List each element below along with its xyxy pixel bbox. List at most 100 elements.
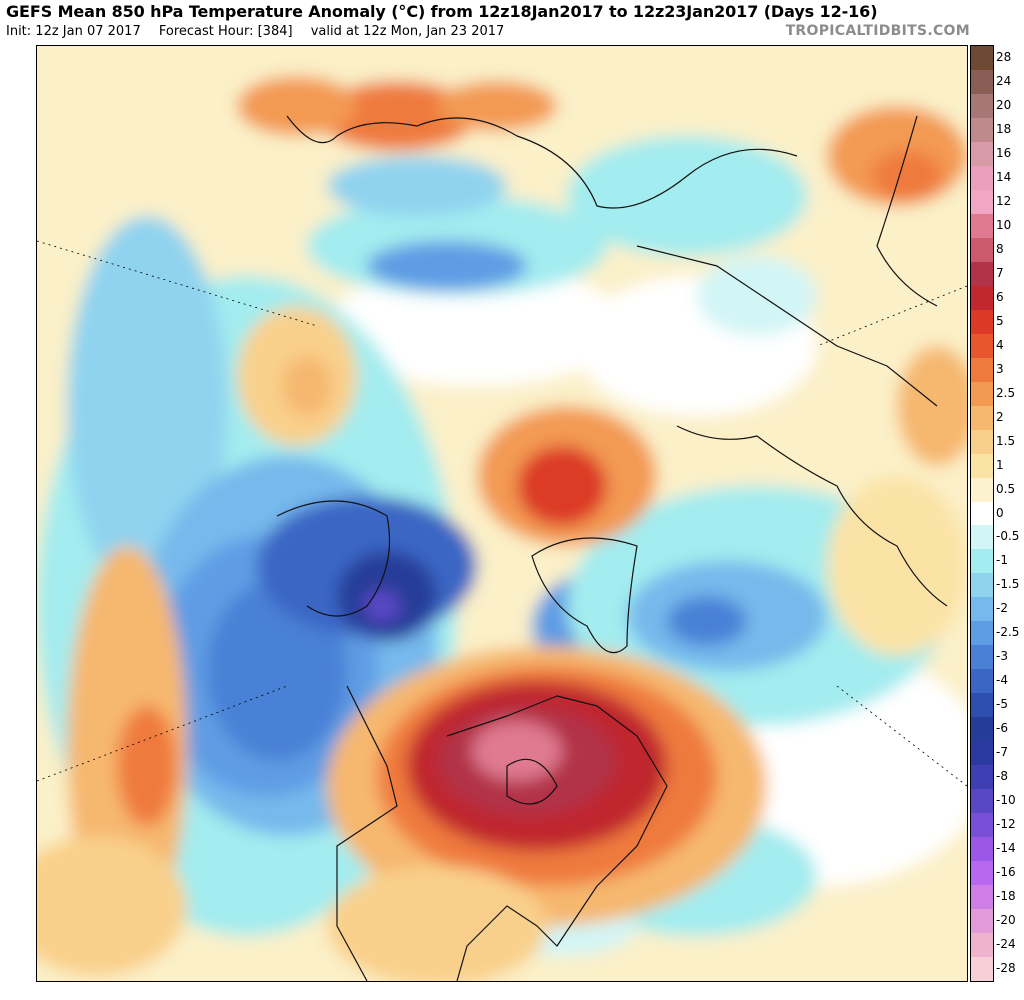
colorbar-tick-label: -24 <box>996 937 1016 952</box>
colorbar-cell <box>971 46 993 71</box>
colorbar-cell <box>971 405 993 431</box>
colorbar-tick-label: 0 <box>996 505 1004 520</box>
colorbar-tick-label: -14 <box>996 841 1016 856</box>
greenland-coast <box>531 537 638 654</box>
colorbar-tick-label: -10 <box>996 793 1016 808</box>
anomaly-map-svg <box>37 46 967 981</box>
colorbar-tick-label: -28 <box>996 961 1016 975</box>
colorbar-tick-label: 24 <box>996 73 1012 88</box>
hudson-bay <box>506 758 558 805</box>
colorbar-cell <box>971 669 993 694</box>
colorbar-tick-label: 7 <box>996 265 1004 280</box>
colorbar-tick-label: 2 <box>996 409 1004 424</box>
valid-time: valid at 12z Mon, Jan 23 2017 <box>310 24 505 39</box>
colorbar-tick-label: -18 <box>996 889 1016 904</box>
chart-subtitle: Init: 12z Jan 07 2017 Forecast Hour: [38… <box>6 24 518 39</box>
colorbar-cell <box>971 813 993 838</box>
asia-coast <box>286 115 798 209</box>
alaska-coast <box>276 500 391 617</box>
colorbar-tick-label: -12 <box>996 817 1016 832</box>
colorbar-tick-label: 5 <box>996 313 1004 328</box>
colorbar-tick-label: 4 <box>996 337 1004 352</box>
colorbar-cell <box>971 381 993 407</box>
site-brand[interactable]: TROPICALTIDBITS.COM <box>785 23 970 39</box>
colorbar-cell <box>971 717 993 742</box>
colorbar-cell <box>971 285 993 311</box>
colorbar-cell <box>971 477 993 502</box>
init-time: Init: 12z Jan 07 2017 <box>6 24 141 39</box>
meridian-line <box>37 685 288 782</box>
colorbar-tick-label: 1 <box>996 457 1004 472</box>
colorbar-cell <box>971 885 993 910</box>
colorbar-cell <box>971 597 993 622</box>
colorbar-cell <box>971 525 993 550</box>
colorbar-cell <box>971 261 993 287</box>
colorbar-cell <box>971 165 993 191</box>
colorbar-cell <box>971 237 993 263</box>
colorbar-cell <box>971 333 993 359</box>
colorbar-cell <box>971 765 993 790</box>
europe-coast <box>676 425 948 607</box>
colorbar-tick-label: 12 <box>996 193 1012 208</box>
colorbar-tick-label: 0.5 <box>996 481 1016 496</box>
colorbar-cell <box>971 189 993 215</box>
colorbar-tick-label: 1.5 <box>996 433 1016 448</box>
colorbar-tick-label: 3 <box>996 361 1004 376</box>
colorbar-tick-label: -20 <box>996 913 1016 928</box>
north-america-coast <box>336 685 668 981</box>
colorbar-tick-label: -8 <box>996 769 1008 784</box>
colorbar-cell <box>971 933 993 958</box>
colorbar-tick-label: 28 <box>996 49 1012 64</box>
colorbar-tick-label: -6 <box>996 721 1008 736</box>
colorbar-cell <box>971 837 993 862</box>
meridian-line <box>37 240 318 327</box>
colorbar-cell <box>971 957 993 982</box>
chart-title: GEFS Mean 850 hPa Temperature Anomaly (°… <box>6 2 878 21</box>
east-asia-coast <box>876 115 938 307</box>
forecast-hour: Forecast Hour: [384] <box>158 24 293 39</box>
colorbar-cell <box>971 789 993 814</box>
coastline-outlines <box>276 115 948 981</box>
colorbar-cell <box>971 645 993 670</box>
colorbar-cell <box>971 501 993 526</box>
colorbar-tick-label: -2 <box>996 601 1008 616</box>
colorbar-cell <box>971 549 993 574</box>
colorbar-tick-label: -1 <box>996 553 1008 568</box>
colorbar-tick-label: -7 <box>996 745 1008 760</box>
anomaly-map[interactable] <box>36 45 968 982</box>
colorbar-tick-label: 6 <box>996 289 1004 304</box>
colorbar-cell <box>971 69 993 95</box>
colorbar-cell <box>971 909 993 934</box>
colorbar <box>970 45 994 982</box>
colorbar-tick-label: 18 <box>996 121 1012 136</box>
colorbar-tick-label: -5 <box>996 697 1008 712</box>
colorbar-cell <box>971 141 993 167</box>
colorbar-tick-label: -2.5 <box>996 625 1020 640</box>
colorbar-tick-label: -4 <box>996 673 1008 688</box>
colorbar-cell <box>971 93 993 119</box>
colorbar-tick-label: -16 <box>996 865 1016 880</box>
colorbar-cell <box>971 861 993 886</box>
colorbar-cell <box>971 453 993 479</box>
colorbar-cell <box>971 213 993 239</box>
colorbar-cell <box>971 693 993 718</box>
colorbar-cell <box>971 357 993 383</box>
colorbar-cell <box>971 117 993 143</box>
colorbar-cell <box>971 741 993 766</box>
colorbar-tick-label: 8 <box>996 241 1004 256</box>
anomaly-fields <box>37 46 967 981</box>
colorbar-cell <box>971 573 993 598</box>
colorbar-tick-label: 20 <box>996 97 1012 112</box>
colorbar-cell <box>971 621 993 646</box>
colorbar-tick-label: -1.5 <box>996 577 1020 592</box>
asia-interior-border <box>636 245 938 407</box>
colorbar-tick-label: 14 <box>996 169 1012 184</box>
colorbar-tick-label: 10 <box>996 217 1012 232</box>
colorbar-tick-label: -3 <box>996 649 1008 664</box>
colorbar-tick-label: -0.5 <box>996 529 1020 544</box>
colorbar-cell <box>971 309 993 335</box>
grid-lines <box>37 240 967 787</box>
colorbar-tick-label: 2.5 <box>996 385 1016 400</box>
colorbar-tick-label: 16 <box>996 145 1012 160</box>
colorbar-cell <box>971 429 993 455</box>
